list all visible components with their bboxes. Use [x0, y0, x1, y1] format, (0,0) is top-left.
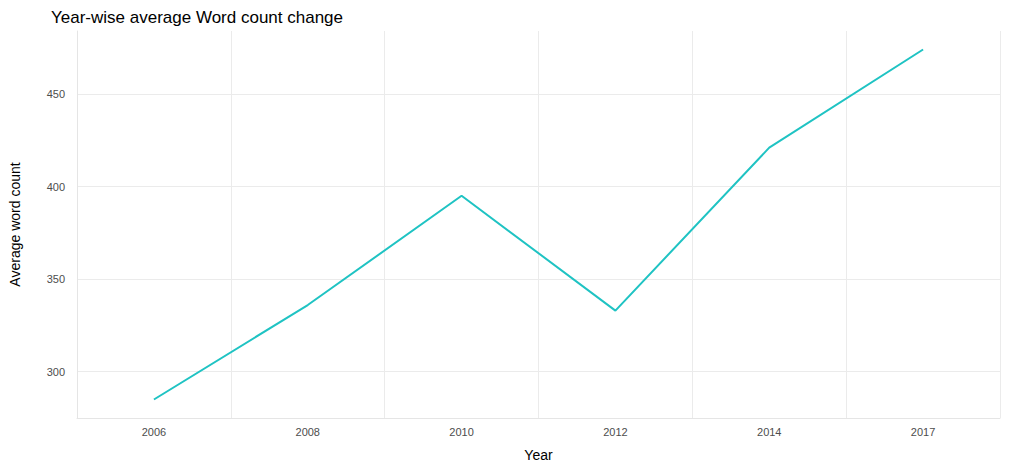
svg-text:450: 450 [47, 88, 65, 100]
svg-text:2017: 2017 [911, 426, 935, 438]
svg-text:2010: 2010 [449, 426, 473, 438]
svg-text:350: 350 [47, 273, 65, 285]
svg-text:Year: Year [524, 447, 553, 463]
svg-text:300: 300 [47, 366, 65, 378]
svg-text:400: 400 [47, 181, 65, 193]
svg-text:2014: 2014 [757, 426, 781, 438]
svg-text:2012: 2012 [603, 426, 627, 438]
svg-text:2008: 2008 [296, 426, 320, 438]
svg-text:2006: 2006 [142, 426, 166, 438]
svg-text:Average word count: Average word count [7, 162, 23, 286]
svg-text:Year-wise average Word count c: Year-wise average Word count change [51, 8, 343, 27]
